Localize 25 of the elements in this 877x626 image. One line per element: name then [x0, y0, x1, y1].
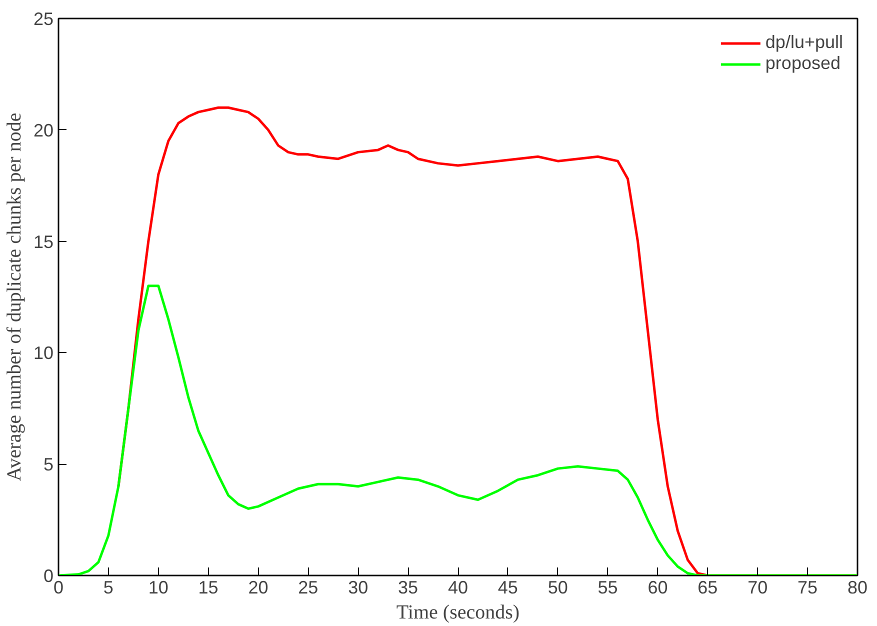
- x-axis-title: Time (seconds): [396, 602, 520, 624]
- x-tick-label: 65: [698, 578, 718, 598]
- x-tick-label: 55: [598, 578, 618, 598]
- x-tick-label: 5: [103, 578, 114, 598]
- x-tick-label: 15: [198, 578, 218, 598]
- y-tick-label: 5: [43, 454, 54, 475]
- x-tick-label: 75: [798, 578, 818, 598]
- x-tick-label: 70: [748, 578, 768, 598]
- y-tick-label: 25: [33, 9, 54, 29]
- y-tick-label: 20: [33, 120, 54, 140]
- x-tick-label: 40: [448, 578, 468, 598]
- x-tick-label: 50: [548, 578, 568, 598]
- x-tick-label: 80: [847, 578, 868, 598]
- x-tick-label: 45: [498, 578, 518, 598]
- x-tick-label: 20: [248, 578, 268, 598]
- y-tick-label: 15: [33, 232, 54, 252]
- x-tick-label: 25: [298, 578, 318, 598]
- x-tick-label: 30: [348, 578, 368, 598]
- legend-label: dp/lu+pull: [765, 32, 843, 53]
- y-tick-label: 10: [33, 343, 54, 364]
- x-tick-label: 60: [648, 578, 668, 598]
- x-tick-label: 35: [398, 578, 418, 598]
- legend-label: proposed: [765, 53, 840, 74]
- y-axis-title: Average number of duplicate chunks per node: [3, 112, 26, 482]
- x-tick-label: 10: [148, 578, 168, 598]
